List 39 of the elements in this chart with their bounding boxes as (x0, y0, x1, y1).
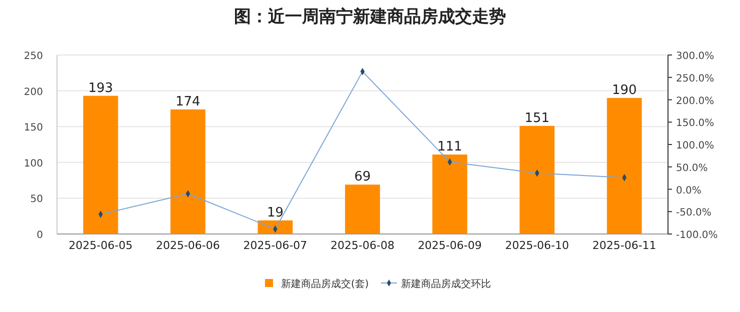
bar (432, 154, 468, 234)
x-tick-label: 2025-06-08 (330, 239, 394, 252)
x-tick-label: 2025-06-06 (156, 239, 220, 252)
y2-tick-label: 50.0% (676, 162, 708, 174)
data-label: 19 (266, 205, 284, 220)
bar (345, 184, 380, 234)
x-tick-label: 2025-06-09 (418, 239, 482, 252)
y2-tick-label: 300.0% (676, 51, 714, 62)
y-tick-label: 0 (36, 230, 43, 241)
data-label: 174 (176, 94, 200, 110)
y-tick-label: 100 (24, 158, 43, 170)
bar (606, 98, 642, 234)
y2-tick-label: 100.0% (676, 140, 714, 152)
legend-label: 新建商品房成交环比 (401, 278, 491, 290)
data-label: 111 (437, 140, 462, 155)
data-label: 190 (612, 82, 637, 98)
y-tick-label: 200 (24, 86, 43, 98)
x-tick-label: 2025-06-11 (592, 239, 656, 252)
bar (258, 220, 293, 234)
y2-tick-label: 0.0% (676, 185, 702, 196)
y2-tick-label: 200.0% (676, 96, 714, 107)
bar (170, 109, 206, 234)
y2-tick-label: -100.0% (676, 230, 718, 241)
bar (83, 96, 118, 234)
bar (520, 126, 555, 234)
y2-tick-label: -50.0% (676, 208, 712, 219)
y-tick-label: 50 (30, 194, 43, 206)
x-tick-label: 2025-06-07 (243, 239, 308, 252)
y2-tick-label: 250.0% (676, 73, 714, 84)
x-tick-label: 2025-06-10 (505, 239, 570, 252)
y-tick-label: 150 (24, 122, 43, 134)
data-label: 151 (524, 110, 550, 126)
y2-tick-label: 150.0% (676, 118, 714, 130)
data-label: 193 (88, 80, 114, 96)
y-tick-label: 250 (24, 51, 43, 62)
x-tick-label: 2025-06-05 (68, 239, 133, 252)
data-label: 69 (354, 170, 371, 185)
legend-label: 新建商品房成交(套) (281, 278, 369, 290)
chart-title: 图：近一周南宁新建商品房成交走势 (234, 7, 506, 27)
